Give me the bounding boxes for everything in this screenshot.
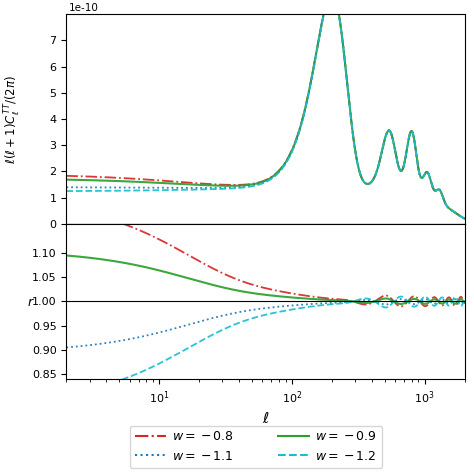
X-axis label: $\ell$: $\ell$ (262, 411, 269, 426)
Legend: $w = -0.8$, $w = -1.1$, $w = -0.9$, $w = -1.2$: $w = -0.8$, $w = -1.1$, $w = -0.9$, $w =… (130, 426, 382, 468)
Y-axis label: $\ell(\ell+1)C_\ell^{TT}/(2\pi)$: $\ell(\ell+1)C_\ell^{TT}/(2\pi)$ (2, 74, 23, 164)
Y-axis label: $r$: $r$ (27, 296, 35, 309)
Text: 1e-10: 1e-10 (68, 3, 98, 13)
